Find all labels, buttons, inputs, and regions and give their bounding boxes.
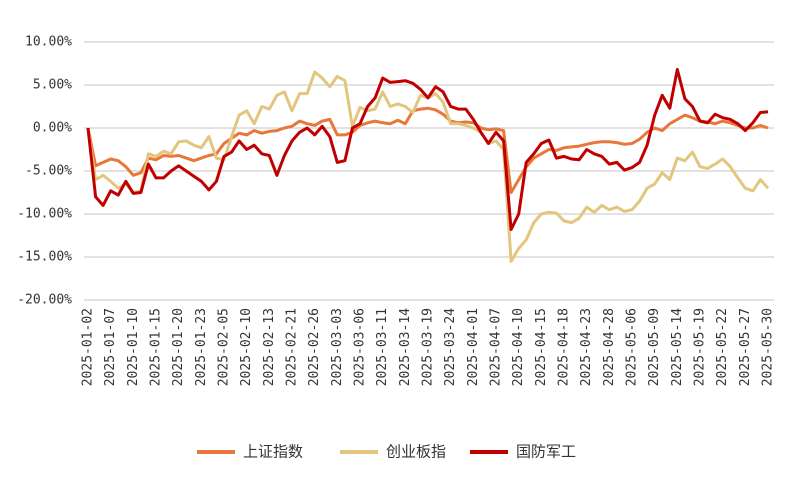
legend-label: 国防军工 xyxy=(516,443,576,461)
x-tick-label: 2025-04-01 xyxy=(466,308,481,386)
x-tick-label: 2025-05-27 xyxy=(738,308,753,386)
x-tick-label: 2025-03-06 xyxy=(353,308,368,386)
series-line xyxy=(86,68,769,231)
y-tick-label: 10.00% xyxy=(25,35,72,50)
x-tick-label: 2025-04-10 xyxy=(511,308,526,386)
x-tick-label: 2025-03-11 xyxy=(375,308,390,386)
x-tick-label: 2025-02-10 xyxy=(239,308,254,386)
x-tick-label: 2025-04-07 xyxy=(489,308,504,386)
x-tick-label: 2025-02-05 xyxy=(217,308,232,386)
y-tick-label: 5.00% xyxy=(33,78,72,93)
x-tick-label: 2025-03-03 xyxy=(330,308,345,386)
x-tick-label: 2025-01-23 xyxy=(194,308,209,386)
x-tick-label: 2025-05-22 xyxy=(715,308,730,386)
x-tick-label: 2025-04-28 xyxy=(602,308,617,386)
series-line xyxy=(86,106,769,194)
legend: 上证指数 创业板指 国防军工 xyxy=(197,443,576,461)
x-tick-label: 2025-01-10 xyxy=(126,308,141,386)
legend-label: 创业板指 xyxy=(386,443,446,461)
x-tick-label: 2025-03-19 xyxy=(421,308,436,386)
x-tick-label: 2025-05-06 xyxy=(625,308,640,386)
y-tick-label: -5.00% xyxy=(25,164,72,179)
x-tick-label: 2025-02-21 xyxy=(285,308,300,386)
legend-label: 上证指数 xyxy=(243,443,303,461)
y-tick-label: -20.00% xyxy=(17,293,72,308)
x-tick-label: 2025-01-02 xyxy=(81,308,96,386)
x-tick-label: 2025-04-15 xyxy=(534,308,549,386)
x-tick-label: 2025-05-30 xyxy=(761,308,776,386)
x-tick-label: 2025-04-18 xyxy=(557,308,572,386)
x-tick-label: 2025-03-24 xyxy=(443,308,458,386)
x-tick-label: 2025-05-19 xyxy=(693,308,708,386)
y-tick-label: -15.00% xyxy=(17,250,72,265)
x-tick-label: 2025-04-23 xyxy=(579,308,594,386)
y-tick-label: -10.00% xyxy=(17,207,72,222)
x-tick-label: 2025-01-20 xyxy=(171,308,186,386)
y-tick-label: 0.00% xyxy=(33,121,72,136)
x-tick-label: 2025-01-07 xyxy=(103,308,118,386)
x-tick-label: 2025-05-14 xyxy=(670,308,685,386)
x-tick-label: 2025-02-13 xyxy=(262,308,277,386)
x-tick-label: 2025-03-14 xyxy=(398,308,413,386)
x-tick-label: 2025-05-09 xyxy=(647,308,662,386)
x-tick-label: 2025-01-15 xyxy=(149,308,164,386)
x-tick-label: 2025-02-26 xyxy=(307,308,322,386)
